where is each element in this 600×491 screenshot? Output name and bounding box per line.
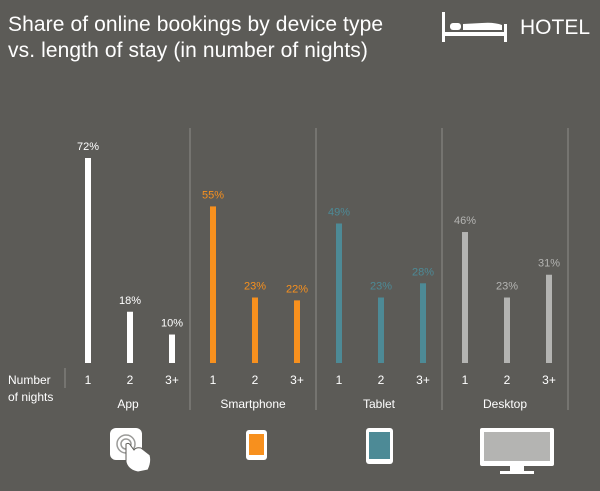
title-line-1: Share of online bookings by device type bbox=[8, 13, 384, 36]
tick-label: 3+ bbox=[290, 373, 304, 387]
data-label: 72% bbox=[77, 141, 99, 153]
data-label: 28% bbox=[412, 266, 434, 278]
bar-tablet-2 bbox=[378, 297, 384, 363]
tick-label: 2 bbox=[252, 373, 259, 387]
desktop-icon-neck bbox=[510, 466, 524, 471]
bar-tablet-1 bbox=[336, 223, 342, 363]
bar-app-3 bbox=[169, 334, 175, 363]
smartphone-icon-screen bbox=[249, 434, 264, 455]
bar-smartphone-2 bbox=[252, 297, 258, 363]
bar-desktop-1 bbox=[462, 232, 468, 363]
tablet-icon-screen bbox=[369, 432, 390, 459]
tick-label: 1 bbox=[336, 373, 343, 387]
tick-label: 1 bbox=[85, 373, 92, 387]
bar-smartphone-3 bbox=[294, 300, 300, 363]
smartphone-icon bbox=[246, 430, 267, 460]
bar-app-1 bbox=[85, 158, 91, 363]
page-title: Share of online bookings by device type … bbox=[8, 12, 383, 64]
bar-tablet-3 bbox=[420, 283, 426, 363]
tick-label: 1 bbox=[210, 373, 217, 387]
data-label: 49% bbox=[328, 206, 350, 218]
group-label-app: App bbox=[117, 397, 139, 411]
tick-label: 3+ bbox=[542, 373, 556, 387]
tick-label: 3+ bbox=[165, 373, 179, 387]
tick-label: 2 bbox=[504, 373, 511, 387]
tick-label: 1 bbox=[462, 373, 469, 387]
data-label: 18% bbox=[119, 295, 141, 307]
tick-label: 3+ bbox=[416, 373, 430, 387]
bar-desktop-2 bbox=[504, 297, 510, 363]
data-label: 23% bbox=[496, 281, 518, 293]
data-label: 10% bbox=[161, 318, 183, 330]
desktop-icon-base bbox=[500, 471, 534, 474]
bar-desktop-3 bbox=[546, 274, 552, 363]
axis-row-label-line1: Number bbox=[8, 373, 51, 387]
group-label-smartphone: Smartphone bbox=[220, 397, 286, 411]
title-line-2: vs. length of stay (in number of nights) bbox=[8, 39, 369, 62]
group-label-desktop: Desktop bbox=[483, 397, 527, 411]
data-label: 23% bbox=[244, 281, 266, 293]
data-label: 55% bbox=[202, 189, 224, 201]
desktop-icon bbox=[480, 428, 554, 474]
bar-smartphone-1 bbox=[210, 206, 216, 363]
bar-app-2 bbox=[127, 311, 133, 363]
data-label: 22% bbox=[286, 283, 308, 295]
hotel-label: HOTEL bbox=[520, 16, 591, 39]
touch-icon bbox=[110, 428, 152, 473]
touch-icon-hand bbox=[125, 442, 152, 473]
data-label: 23% bbox=[370, 281, 392, 293]
desktop-icon-screen bbox=[484, 432, 550, 461]
tick-label: 2 bbox=[127, 373, 134, 387]
tick-label: 2 bbox=[378, 373, 385, 387]
data-label: 31% bbox=[538, 258, 560, 270]
axis-row-label-line2: of nights bbox=[8, 390, 53, 404]
data-label: 46% bbox=[454, 215, 476, 227]
tablet-icon bbox=[366, 428, 393, 464]
bed-icon bbox=[442, 12, 507, 42]
group-label-tablet: Tablet bbox=[363, 397, 396, 411]
